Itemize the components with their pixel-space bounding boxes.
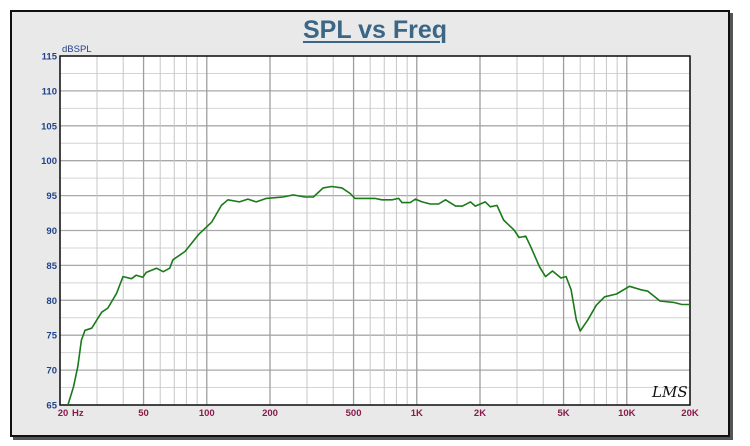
y-tick-label: 70	[46, 366, 57, 377]
y-tick-label: 85	[46, 261, 57, 272]
x-tick-label: 10K	[618, 408, 636, 419]
plot-border	[59, 55, 691, 406]
x-tick-label: 50	[138, 408, 149, 419]
y-tick-label: 95	[46, 191, 57, 202]
y-tick-label: 100	[41, 156, 57, 167]
y-tick-label: 105	[41, 121, 58, 132]
x-tick-label: 20	[58, 408, 69, 419]
lms-watermark: LMS	[651, 383, 688, 401]
y-axis-label: dBSPL	[62, 44, 92, 55]
x-tick-label: 5K	[557, 408, 569, 419]
y-tick-label: 110	[42, 86, 57, 97]
x-tick-label: 1K	[411, 408, 423, 419]
x-tick-label: 2K	[474, 408, 486, 419]
x-tick-label: 200	[262, 408, 278, 419]
y-tick-label: 80	[46, 296, 57, 307]
y-tick-label: 115	[42, 52, 58, 63]
x-tick-label: 500	[346, 408, 362, 419]
x-tick-label: 20K	[681, 408, 699, 419]
spl-series-line	[67, 185, 690, 406]
y-tick-label: 75	[46, 331, 57, 342]
chart-title: SPL vs Freq	[302, 16, 448, 44]
x-tick-label: 100	[199, 408, 215, 419]
y-tick-label: 65	[46, 401, 57, 412]
grid	[59, 55, 691, 406]
tick-labels: 65 70 75 80 85 90 95 100 105 110 115 20 50 100 200 500 1…	[41, 52, 699, 420]
x-axis-unit: Hz	[72, 408, 84, 419]
y-tick-label: 90	[46, 226, 57, 237]
